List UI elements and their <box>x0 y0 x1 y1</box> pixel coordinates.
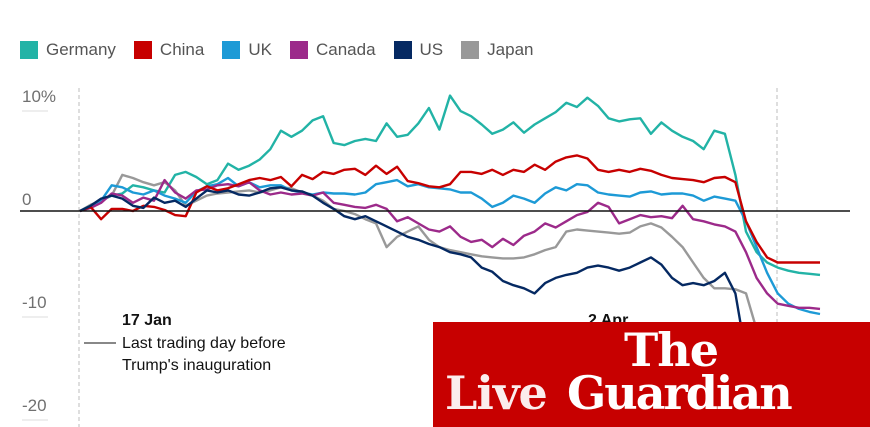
annotation-text-17-jan: Last trading day before <box>122 335 286 352</box>
logo-live: Live <box>445 366 548 420</box>
legend-label: US <box>419 40 444 59</box>
legend-swatch-china <box>133 41 152 59</box>
series-line-uk <box>79 176 821 316</box>
series-line-us <box>79 186 821 383</box>
series-line-germany <box>79 94 821 277</box>
y-tick-label: 10% <box>22 87 56 106</box>
y-tick-label: -20 <box>22 396 47 415</box>
annotation-title-17-jan: 17 Jan <box>122 312 172 329</box>
legend-item-uk: UK <box>222 40 272 60</box>
chart-legend: Germany China UK Canada US Japan <box>20 40 533 60</box>
legend-item-us: US <box>393 40 444 60</box>
legend-label: Japan <box>487 40 534 59</box>
legend-swatch-germany <box>20 41 38 59</box>
legend-label: China <box>159 40 205 59</box>
legend-item-japan: Japan <box>461 40 533 60</box>
legend-swatch-us <box>393 41 412 59</box>
legend-label: Canada <box>315 40 376 59</box>
legend-label: Germany <box>46 40 116 59</box>
logo-guardian: Guardian <box>567 366 793 420</box>
y-tick-label: -10 <box>22 293 47 312</box>
series-line-japan <box>79 173 821 377</box>
guardian-live-logo: The Live Guardian <box>433 322 870 427</box>
legend-item-china: China <box>133 40 205 60</box>
series-line-china <box>79 154 820 264</box>
legend-item-germany: Germany <box>20 40 116 60</box>
y-tick-label: 0 <box>22 190 31 209</box>
logo-the: The <box>624 323 719 377</box>
legend-swatch-canada <box>289 41 308 59</box>
legend-swatch-uk <box>222 41 241 59</box>
legend-item-canada: Canada <box>289 40 376 60</box>
legend-label: UK <box>248 40 272 59</box>
annotation-text-17-jan: Trump's inauguration <box>122 357 271 374</box>
legend-swatch-japan <box>461 41 480 59</box>
